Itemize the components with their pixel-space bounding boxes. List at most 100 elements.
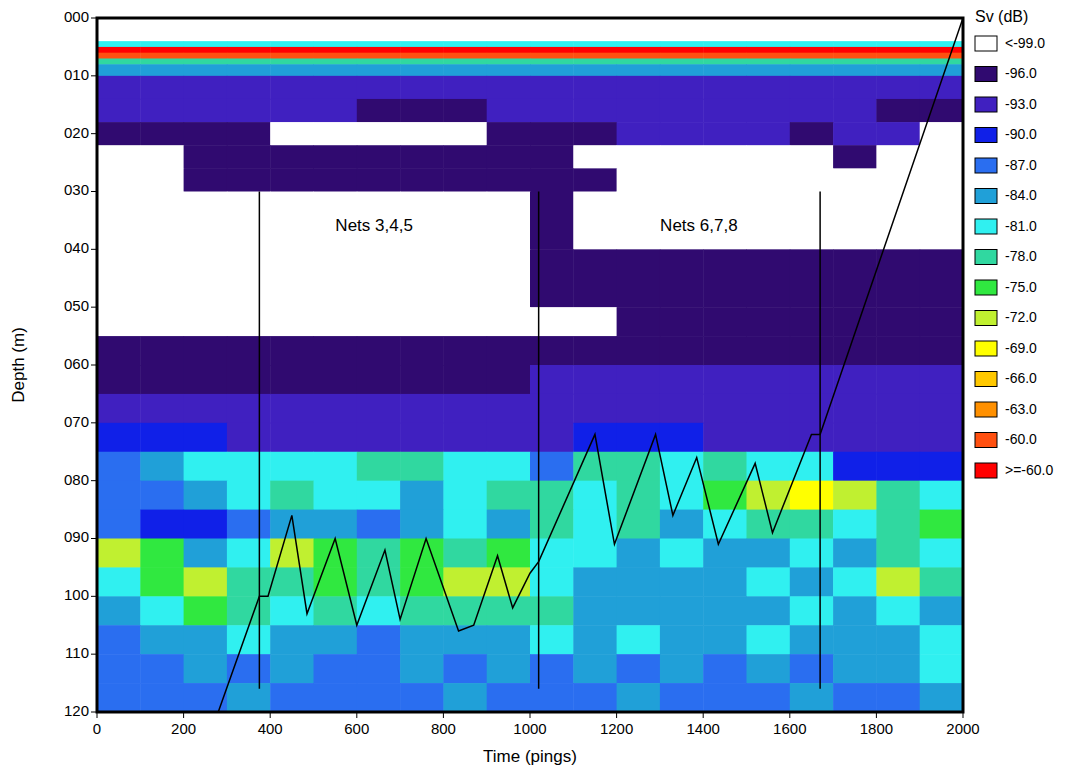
cell bbox=[617, 47, 661, 53]
y-tick bbox=[91, 538, 97, 539]
cell bbox=[140, 53, 184, 59]
cell bbox=[357, 122, 401, 146]
cell bbox=[487, 336, 531, 365]
cell bbox=[357, 481, 401, 510]
cell bbox=[97, 53, 141, 59]
cell bbox=[876, 168, 920, 192]
cell bbox=[790, 423, 834, 452]
cell bbox=[357, 99, 401, 123]
cell bbox=[487, 41, 531, 47]
cell bbox=[573, 168, 617, 192]
cell bbox=[487, 683, 531, 712]
cell bbox=[357, 452, 401, 481]
cell bbox=[790, 567, 834, 596]
cell bbox=[876, 64, 920, 76]
cell bbox=[443, 423, 487, 452]
cell bbox=[790, 365, 834, 394]
cell bbox=[876, 683, 920, 712]
net-line bbox=[819, 192, 821, 689]
cell bbox=[790, 99, 834, 123]
cell bbox=[140, 336, 184, 365]
cell bbox=[443, 654, 487, 683]
colorbar-swatch bbox=[975, 311, 997, 326]
cell bbox=[920, 596, 963, 625]
cell bbox=[140, 145, 184, 169]
cell bbox=[530, 64, 574, 76]
cell bbox=[400, 168, 444, 192]
annotation: Nets 3,4,5 bbox=[335, 216, 413, 235]
cell bbox=[703, 168, 747, 192]
cell bbox=[703, 452, 747, 481]
cell bbox=[920, 307, 963, 336]
cell bbox=[833, 192, 877, 250]
colorbar-label: -63.0 bbox=[1005, 401, 1037, 417]
cell bbox=[876, 249, 920, 307]
cell bbox=[703, 249, 747, 307]
cell bbox=[314, 41, 358, 47]
cell bbox=[617, 625, 661, 654]
cell bbox=[97, 307, 141, 336]
cell bbox=[573, 625, 617, 654]
cell bbox=[660, 596, 704, 625]
cell bbox=[487, 47, 531, 53]
cell bbox=[573, 452, 617, 481]
cell bbox=[747, 122, 791, 146]
cell bbox=[530, 122, 574, 146]
cell bbox=[314, 452, 358, 481]
cell bbox=[487, 625, 531, 654]
cell bbox=[790, 145, 834, 169]
cell bbox=[357, 18, 401, 42]
colorbar-swatch bbox=[975, 36, 997, 51]
cell bbox=[660, 145, 704, 169]
cell bbox=[314, 567, 358, 596]
cell bbox=[357, 168, 401, 192]
cell bbox=[97, 625, 141, 654]
cell bbox=[573, 307, 617, 336]
y-tick bbox=[91, 249, 97, 250]
cell bbox=[270, 47, 314, 53]
cell bbox=[357, 249, 401, 307]
x-tick-label: 2000 bbox=[946, 720, 979, 737]
cell bbox=[747, 625, 791, 654]
cell bbox=[400, 64, 444, 76]
cell bbox=[400, 452, 444, 481]
cell bbox=[140, 76, 184, 100]
cell bbox=[443, 145, 487, 169]
y-tick bbox=[91, 712, 97, 713]
cell bbox=[617, 64, 661, 76]
cell bbox=[530, 596, 574, 625]
cell bbox=[97, 41, 141, 47]
cell bbox=[184, 145, 228, 169]
cell bbox=[443, 539, 487, 568]
cell bbox=[876, 452, 920, 481]
y-tick bbox=[91, 307, 97, 308]
cell bbox=[443, 53, 487, 59]
cell bbox=[487, 53, 531, 59]
cell bbox=[833, 625, 877, 654]
cell bbox=[876, 336, 920, 365]
cell bbox=[357, 58, 401, 64]
cell bbox=[357, 307, 401, 336]
cell bbox=[833, 122, 877, 146]
cell bbox=[443, 596, 487, 625]
cell bbox=[747, 539, 791, 568]
cell bbox=[400, 122, 444, 146]
cell bbox=[443, 683, 487, 712]
x-tick bbox=[530, 712, 531, 718]
cell bbox=[97, 510, 141, 539]
cell bbox=[140, 64, 184, 76]
cell bbox=[790, 539, 834, 568]
cell bbox=[140, 249, 184, 307]
cell bbox=[790, 481, 834, 510]
cell bbox=[617, 539, 661, 568]
cell bbox=[270, 654, 314, 683]
cell bbox=[97, 452, 141, 481]
cell bbox=[530, 625, 574, 654]
cell bbox=[530, 452, 574, 481]
cell bbox=[573, 654, 617, 683]
cell bbox=[747, 394, 791, 423]
cell bbox=[97, 76, 141, 100]
cell bbox=[790, 307, 834, 336]
cell bbox=[400, 18, 444, 42]
cell bbox=[703, 596, 747, 625]
